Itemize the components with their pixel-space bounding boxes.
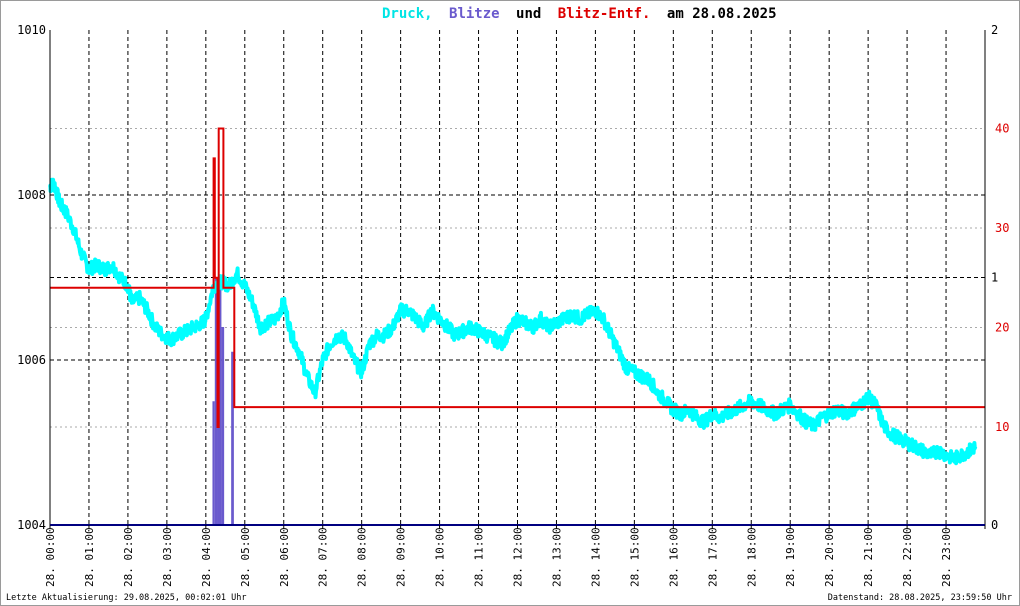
x-tick-label: 28. 18:00 — [745, 527, 758, 587]
x-tick-label: 28. 06:00 — [278, 527, 291, 587]
x-tick-label: 28. 00:00 — [44, 527, 57, 587]
axes — [49, 30, 986, 529]
y-right-distance-tick-label: 20 — [995, 321, 1009, 335]
x-tick-label: 28. 13:00 — [550, 527, 563, 587]
y-left-tick-label: 1010 — [17, 23, 46, 37]
x-tick-label: 28. 10:00 — [434, 527, 447, 587]
distance-series — [50, 127, 985, 428]
x-tick-label: 28. 22:00 — [901, 527, 914, 587]
strike-bar — [212, 401, 215, 525]
chart-title: Druck, Blitze und Blitz-Entf. am 28.08.2… — [382, 6, 777, 22]
title-blitze: Blitze — [449, 6, 500, 22]
y-right-strikes-tick-label: 2 — [991, 23, 998, 37]
x-tick-label: 28. 21:00 — [862, 527, 875, 587]
x-tick-label: 28. 05:00 — [239, 527, 252, 587]
x-tick-label: 28. 14:00 — [589, 527, 602, 587]
distance-line — [50, 127, 985, 428]
y-left-tick-label: 1008 — [17, 188, 46, 202]
title-date: am 28.08.2025 — [667, 6, 777, 22]
x-tick-label: 28. 03:00 — [161, 527, 174, 587]
y-left-tick-label: 1006 — [17, 353, 46, 367]
title-blitz-entf: Blitz-Entf. — [558, 6, 651, 22]
x-tick-label: 28. 16:00 — [667, 527, 680, 587]
strike-bar — [221, 327, 225, 525]
y-right-distance-tick-label: 40 — [995, 122, 1009, 136]
x-tick-label: 28. 09:00 — [395, 527, 408, 587]
y-left-tick-label: 1004 — [17, 518, 46, 532]
y-right-strikes-tick-label: 1 — [991, 271, 998, 285]
grid — [50, 30, 985, 525]
y-right-strikes-tick-label: 0 — [991, 518, 998, 532]
title-und: und — [516, 6, 541, 22]
x-tick-label: 28. 17:00 — [706, 527, 719, 587]
pressure-series — [48, 177, 978, 466]
y-right-distance-tick-label: 30 — [995, 221, 1009, 235]
x-tick-label: 28. 02:00 — [122, 527, 135, 587]
x-tick-label: 28. 12:00 — [512, 527, 525, 587]
x-tick-label: 28. 20:00 — [823, 527, 836, 587]
x-tick-label: 28. 08:00 — [356, 527, 369, 587]
strike-bar — [231, 351, 234, 525]
tick-labels: 1004 1006 1008 1010 0 1 2 10 20 30 40 28. 00:00 28. … — [17, 23, 1009, 587]
x-tick-label: 28. 07:00 — [317, 527, 330, 587]
x-tick-label: 28. 11:00 — [473, 527, 486, 587]
x-tick-label: 28. 01:00 — [83, 527, 96, 587]
x-tick-label: 28. 15:00 — [628, 527, 641, 587]
pressure-line — [48, 177, 978, 466]
strike-bar — [214, 277, 218, 525]
strikes-series — [212, 277, 234, 525]
x-tick-label: 28. 04:00 — [200, 527, 213, 587]
footer-data-status: Datenstand: 28.08.2025, 23:59:50 Uhr — [827, 593, 1012, 603]
x-tick-label: 28. 19:00 — [784, 527, 797, 587]
footer-last-update: Letzte Aktualisierung: 29.08.2025, 00:02… — [6, 593, 247, 603]
x-tick-label: 28. 23:00 — [940, 527, 953, 587]
y-right-distance-tick-label: 10 — [995, 420, 1009, 434]
title-druck: Druck, — [382, 6, 433, 22]
